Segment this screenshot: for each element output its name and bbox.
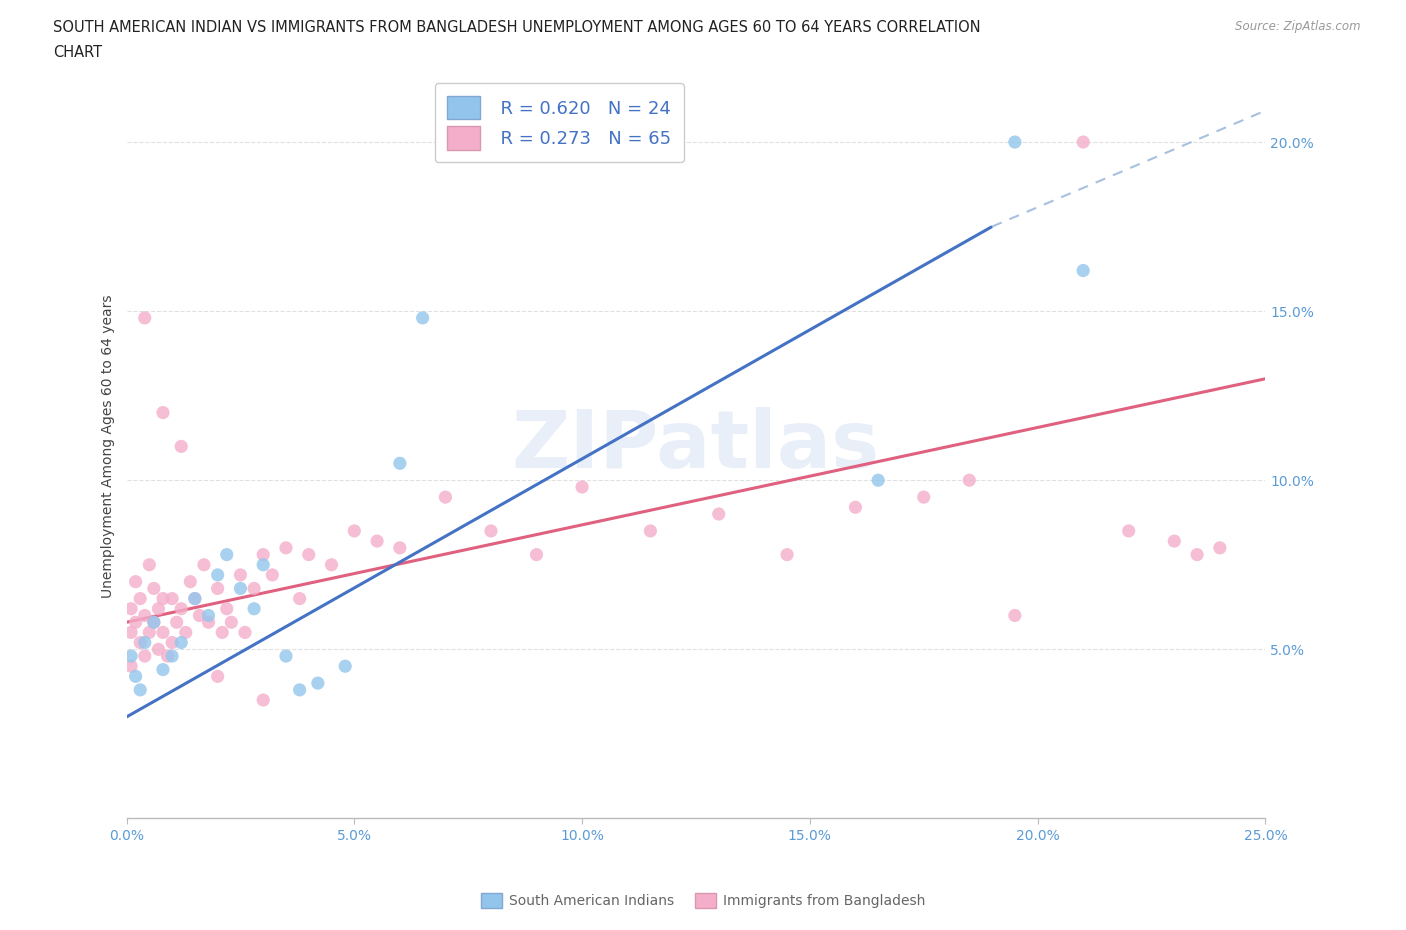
Point (298, 547, 321, 562)
Point (142, 615, 165, 630)
Point (179, 574, 201, 589)
Point (170, 439, 193, 454)
Point (571, 480, 593, 495)
Point (252, 557, 274, 572)
Point (120, 625, 142, 640)
Point (193, 557, 215, 572)
Point (174, 625, 197, 640)
Point (262, 567, 284, 582)
Point (288, 683, 311, 698)
Point (776, 547, 799, 562)
Point (1071, 263, 1094, 278)
Point (134, 648, 156, 663)
Point (142, 615, 165, 630)
Point (274, 648, 297, 663)
Text: Source: ZipAtlas.com: Source: ZipAtlas.com (1236, 20, 1361, 33)
Point (1004, 135, 1026, 150)
Legend: South American Indians, Immigrants from Bangladesh: South American Indians, Immigrants from … (475, 888, 931, 914)
Point (707, 507, 730, 522)
Point (868, 472, 890, 487)
Point (160, 635, 183, 650)
Point (321, 557, 343, 572)
Point (138, 557, 160, 572)
Point (957, 472, 980, 487)
Point (156, 648, 179, 663)
Point (166, 615, 188, 630)
Point (120, 658, 142, 673)
Point (412, 311, 434, 325)
Point (388, 456, 411, 471)
Point (388, 540, 411, 555)
Point (152, 405, 174, 420)
Point (526, 547, 548, 562)
Point (129, 683, 152, 698)
Point (221, 615, 243, 630)
Point (640, 524, 662, 538)
Point (160, 648, 183, 663)
Text: SOUTH AMERICAN INDIAN VS IMMIGRANTS FROM BANGLADESH UNEMPLOYMENT AMONG AGES 60 T: SOUTH AMERICAN INDIAN VS IMMIGRANTS FROM… (53, 20, 981, 35)
Point (148, 642, 170, 657)
Point (134, 311, 156, 325)
Point (148, 602, 170, 617)
Point (1118, 524, 1140, 538)
Point (252, 547, 274, 562)
Point (138, 625, 160, 640)
Point (233, 625, 256, 640)
Point (152, 662, 174, 677)
Point (152, 625, 174, 640)
Text: ZIPatlas: ZIPatlas (512, 407, 880, 485)
Point (188, 608, 211, 623)
Point (211, 625, 233, 640)
Point (1004, 608, 1026, 623)
Point (335, 658, 357, 673)
Point (912, 490, 935, 505)
Point (124, 615, 146, 630)
Point (274, 540, 297, 555)
Text: CHART: CHART (53, 45, 103, 60)
Point (197, 615, 219, 630)
Point (215, 602, 238, 617)
Point (129, 591, 152, 606)
Point (252, 693, 274, 708)
Point (170, 602, 193, 617)
Point (120, 602, 142, 617)
Point (170, 635, 193, 650)
Point (1163, 534, 1185, 549)
Point (142, 581, 165, 596)
Legend:   R = 0.620   N = 24,   R = 0.273   N = 65: R = 0.620 N = 24, R = 0.273 N = 65 (434, 84, 683, 163)
Y-axis label: Unemployment Among Ages 60 to 64 years: Unemployment Among Ages 60 to 64 years (101, 295, 115, 598)
Point (288, 591, 311, 606)
Point (152, 591, 174, 606)
Point (243, 581, 266, 596)
Point (1185, 547, 1208, 562)
Point (120, 648, 142, 663)
Point (343, 524, 366, 538)
Point (1071, 135, 1094, 150)
Point (307, 676, 329, 691)
Point (366, 534, 388, 549)
Point (129, 635, 152, 650)
Point (134, 635, 156, 650)
Point (197, 608, 219, 623)
Point (134, 608, 156, 623)
Point (243, 602, 266, 617)
Point (1209, 540, 1232, 555)
Point (434, 490, 457, 505)
Point (479, 524, 502, 538)
Point (160, 591, 183, 606)
Point (207, 567, 229, 582)
Point (215, 547, 238, 562)
Point (207, 669, 229, 684)
Point (229, 581, 252, 596)
Point (184, 591, 207, 606)
Point (207, 581, 229, 596)
Point (124, 669, 146, 684)
Point (229, 567, 252, 582)
Point (844, 499, 866, 514)
Point (184, 591, 207, 606)
Point (124, 574, 146, 589)
